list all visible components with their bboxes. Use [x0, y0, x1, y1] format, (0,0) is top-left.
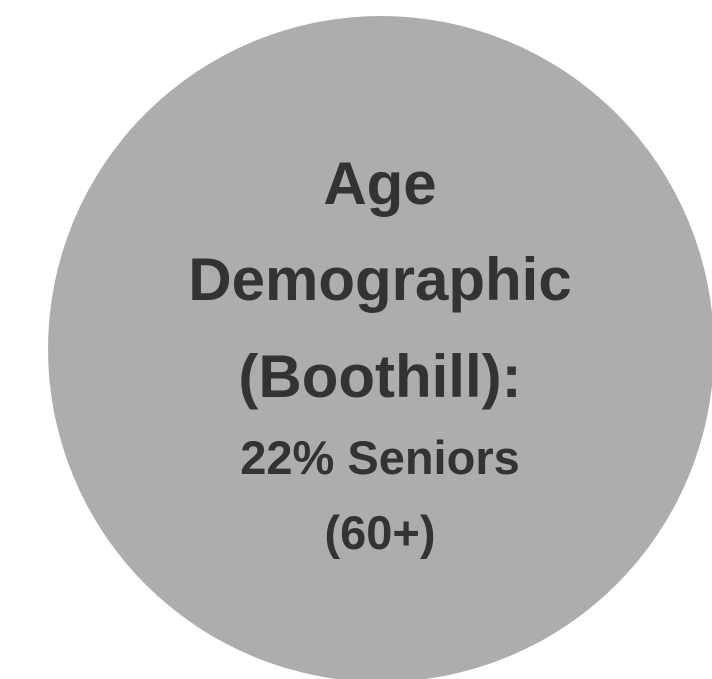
title-line-age: Age — [323, 150, 437, 217]
demographic-circle — [48, 16, 712, 679]
title-line-demographic: Demographic — [188, 246, 572, 313]
title-line-location: (Boothill): — [238, 343, 522, 410]
stat-line-percentage: 22% Seniors — [240, 431, 520, 484]
stat-line-age-range: (60+) — [324, 506, 436, 559]
